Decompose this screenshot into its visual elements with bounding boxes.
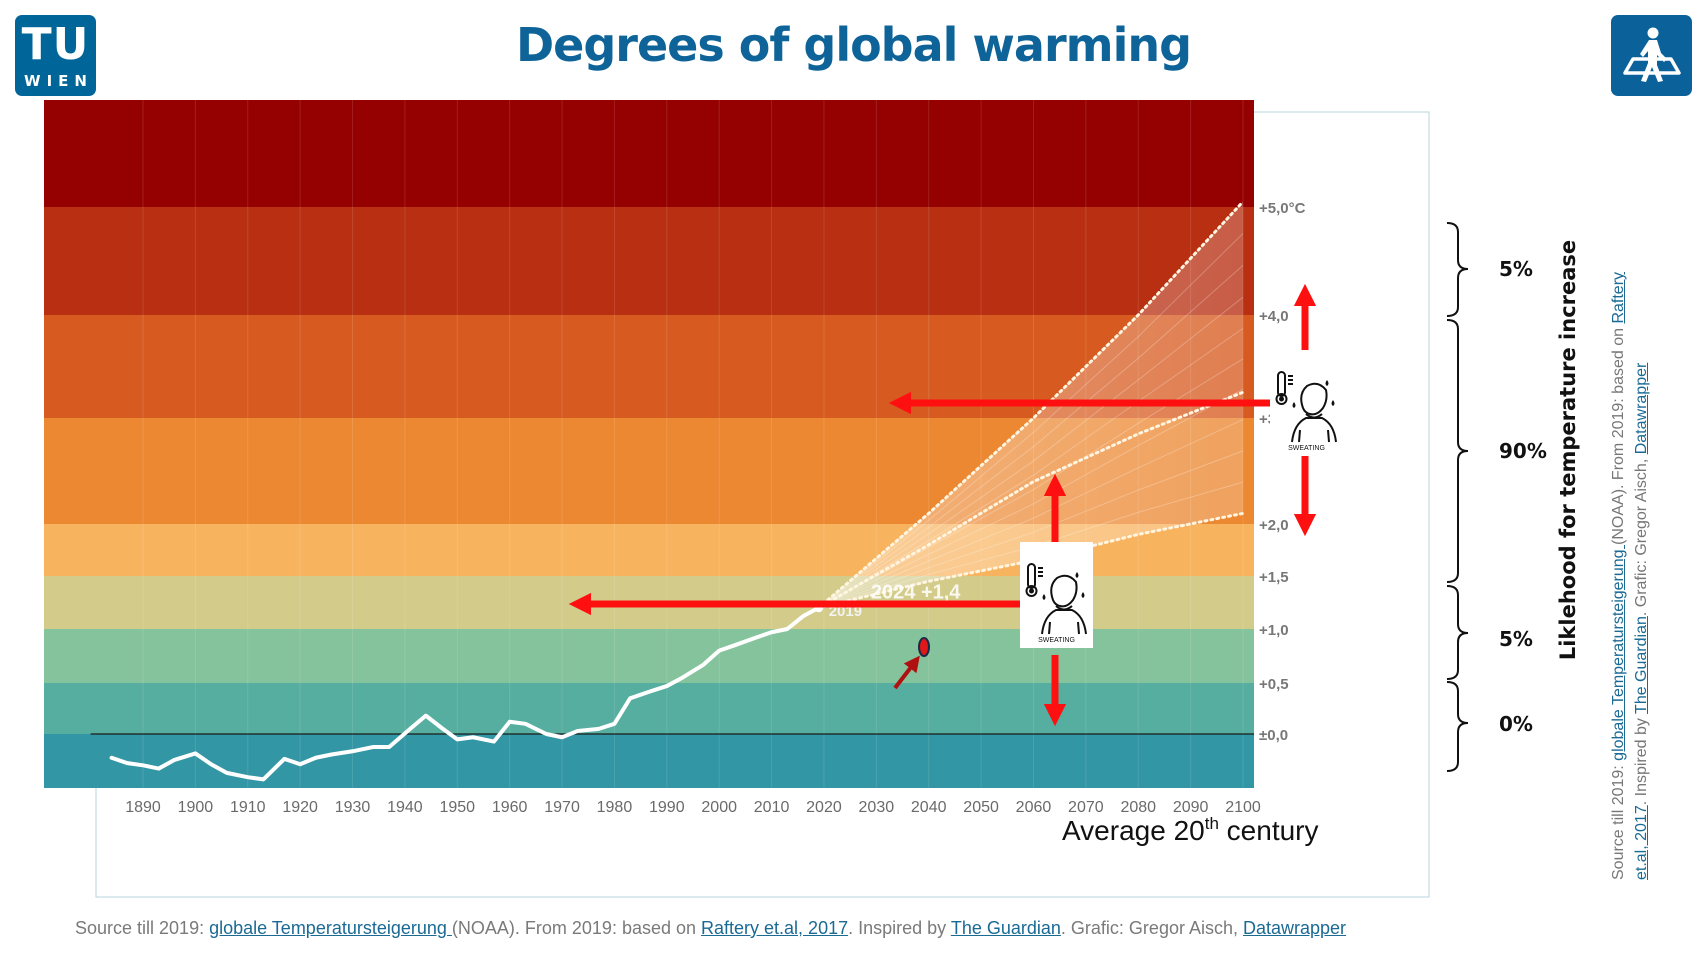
projection-fan-line (818, 264, 1244, 609)
avg-text: Average 20 (1062, 815, 1205, 846)
x-tick-label: 2010 (754, 799, 790, 816)
link-raftery-year-vertical[interactable]: et.al, 2017 (1633, 805, 1650, 880)
x-tick-label: 2100 (1225, 799, 1261, 816)
brace-0pct (1446, 681, 1469, 772)
footer-mid1: (NOAA). From 2019: based on (451, 918, 702, 938)
arrows (568, 283, 1317, 727)
y-tick-label: +5,0°C (1259, 200, 1306, 217)
vsource-mid: (NOAA). From 2019: based on (1610, 323, 1627, 545)
projection-range-area (818, 201, 1243, 608)
icon-caption: SWEATING (1038, 637, 1075, 644)
projection-fan-line (818, 233, 1244, 609)
x-tick-label: 1920 (282, 799, 318, 816)
projection-fan-line (818, 296, 1244, 609)
marker-2024 (918, 637, 930, 657)
x-tick-label: 1890 (125, 799, 161, 816)
x-tick-label: 1970 (544, 799, 580, 816)
x-tick-label: 2080 (1120, 799, 1156, 816)
x-tick-label: 1910 (230, 799, 266, 816)
brace-5pct-top (1446, 222, 1469, 317)
projection-line-projection-median (817, 390, 1245, 610)
sweating-icon-card-upper: SWEATING (1270, 350, 1343, 456)
brace-90pct (1446, 319, 1469, 583)
average-20th-century-label: Average 20th century (1062, 814, 1319, 847)
projection-fan-line (818, 419, 1244, 609)
link-raftery-vertical[interactable]: Raftery (1610, 271, 1627, 324)
link-guardian[interactable]: The Guardian (950, 918, 1061, 938)
x-tick-label: 1960 (492, 799, 528, 816)
link-noaa[interactable]: globale Temperatursteigerung (209, 918, 452, 938)
x-tick-label: 2060 (1016, 799, 1052, 816)
x-tick-label: 1980 (597, 799, 633, 816)
vertical-source-line2: et.al, 2017. Inspired by The Guardian. G… (1633, 363, 1651, 880)
temperature-band (44, 734, 1254, 788)
likelihood-title: Liklehood for temperature increase (1556, 239, 1580, 661)
logo-tu-text: TU (21, 19, 90, 70)
link-noaa-vertical[interactable]: globale Temperatursteigerung (1610, 544, 1627, 761)
likelihood-90pct: 90% (1499, 439, 1547, 463)
arrow-to-2024 (893, 655, 920, 690)
likelihood-5pct-bottom: 5% (1499, 627, 1533, 651)
footer-mid4: , (1232, 918, 1243, 938)
page-title: Degrees of global warming (515, 18, 1192, 72)
x-tick-label: 2030 (859, 799, 895, 816)
y-tick-label: +2,0 (1259, 517, 1289, 534)
x-tick-label: 2020 (806, 799, 842, 816)
x-tick-label: 2000 (701, 799, 737, 816)
avg-suffix: century (1218, 815, 1319, 846)
observed-temperature-line (109, 605, 821, 782)
x-tick-label: 2070 (1068, 799, 1104, 816)
footer-prefix: Source till 2019: (75, 918, 210, 938)
likelihood-0pct: 0% (1499, 712, 1533, 736)
vertical-source-line1: Source till 2019: globale Temperaturstei… (1610, 272, 1628, 880)
y-tick-label: +4,0 (1259, 308, 1289, 325)
x-tick-label: 1940 (387, 799, 423, 816)
icon-caption: SWEATING (1288, 445, 1325, 452)
x-tick-label: 1950 (439, 799, 475, 816)
sweating-person-icon (1275, 371, 1337, 443)
avg-sup: th (1204, 814, 1219, 833)
x-tick-label: 2090 (1173, 799, 1209, 816)
temperature-band (44, 207, 1254, 315)
link-raftery[interactable]: Raftery et.al, 2017 (701, 918, 849, 938)
projection-line-projection-upper-95 (817, 200, 1245, 610)
likelihood-5pct-top: 5% (1499, 257, 1533, 281)
sweating-icon-card-lower: SWEATING (1020, 542, 1093, 648)
projection-fan-line (818, 327, 1244, 609)
y-tick-label: +1,5 (1259, 569, 1289, 586)
link-datawrapper-vertical[interactable]: Datawrapper (1633, 362, 1650, 455)
projection-line-projection-lower-5 (817, 511, 1245, 610)
vsource-mid3: . Grafic: Gregor Aisch, (1633, 454, 1650, 617)
x-tick-label: 2050 (963, 799, 999, 816)
temperature-band (44, 100, 1254, 207)
footer-source: Source till 2019: globale Temperaturstei… (75, 918, 1346, 939)
y-tick-label: +1,0 (1259, 622, 1289, 639)
footer-mid3: . Grafic: Gregor Aisch (1060, 918, 1233, 938)
x-tick-label: 1900 (178, 799, 214, 816)
vsource-prefix: Source till 2019: (1610, 760, 1627, 880)
projection-fan-line (818, 450, 1244, 609)
projection-fan-line (818, 388, 1244, 609)
logo-wien-text: WIEN (24, 72, 93, 90)
link-datawrapper[interactable]: Datawrapper (1243, 918, 1347, 938)
y-tick-label: ±0,0 (1259, 727, 1288, 744)
y-tick-label: +0,5 (1259, 676, 1289, 693)
tu-wien-logo: TU WIEN (15, 15, 96, 96)
sweating-person-icon (1025, 563, 1087, 635)
x-tick-label: 2040 (911, 799, 947, 816)
annotation-2024: 2024 +1,4 (871, 582, 961, 604)
footer-mid2: . Inspired by (848, 918, 951, 938)
x-tick-label: 1930 (335, 799, 371, 816)
pedestrian-crossing-icon (1611, 15, 1692, 96)
x-tick-label: 1990 (649, 799, 685, 816)
vsource-mid2: . Inspired by (1633, 713, 1650, 806)
link-guardian-vertical[interactable]: The Guardian (1633, 616, 1650, 714)
brace-5pct-bottom (1446, 585, 1469, 680)
